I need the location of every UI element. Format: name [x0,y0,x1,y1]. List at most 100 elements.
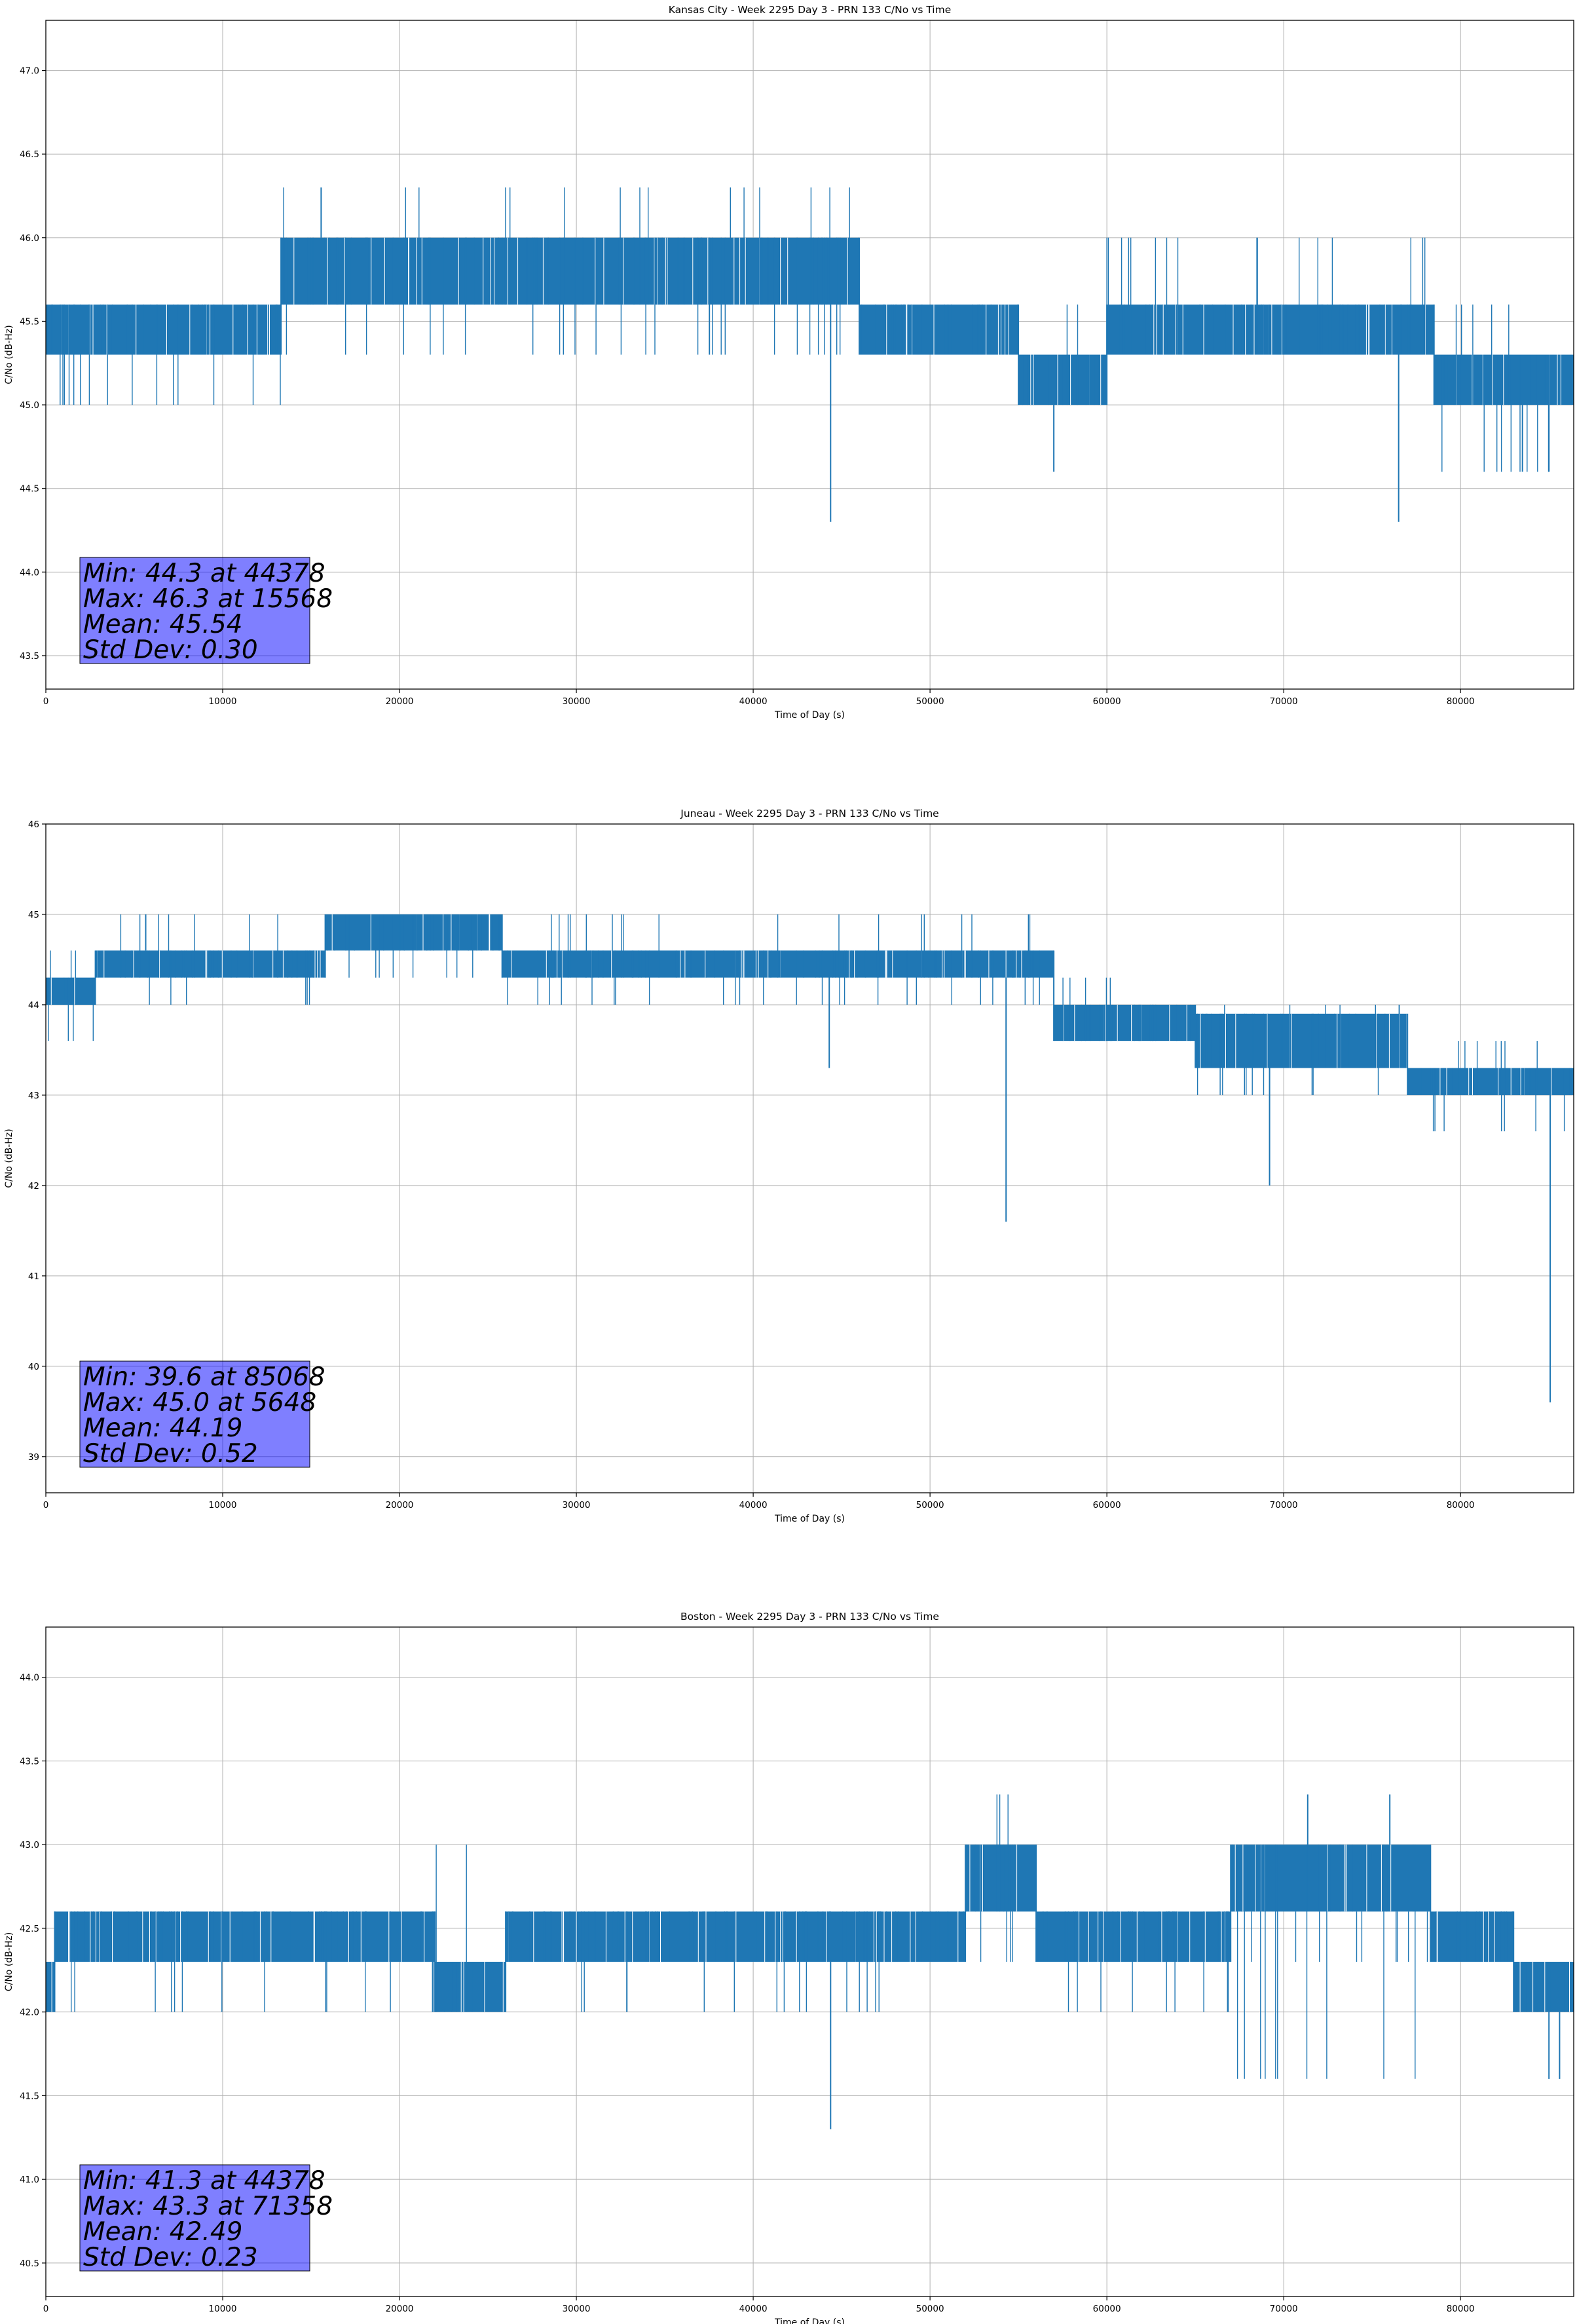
chart-2-band-segment [1054,1004,1196,1041]
chart-2-spikes [1197,1004,1400,1095]
chart-1-x-tick-label: 40000 [739,696,768,707]
chart-2-stats-box-bg [79,1360,310,1468]
chart-3-spikes [1043,1911,1229,2012]
chart-1-band-gaps [60,304,270,355]
chart-2-x-tick-label: 60000 [1093,1500,1121,1510]
chart-2-x-tick-label: 10000 [209,1500,237,1510]
chart-1-x-tick-label: 60000 [1093,696,1121,707]
chart-1-x-axis-label: Time of Day (s) [774,710,845,721]
chart-3-y-tick-label: 42.5 [20,1924,39,1934]
chart-3-x-tick-label: 10000 [209,2304,237,2314]
chart-3-x-axis-label: Time of Day (s) [774,2317,845,2324]
chart-2-x-tick-label: 80000 [1447,1500,1475,1510]
chart-1-spikes [283,187,859,355]
chart-2: 0 10000 20000 30000 40000 50000 60000 70000 8000… [4,808,1574,1524]
chart-3-y-tick-label: 43.0 [20,1840,39,1850]
chart-3-spikes [1232,1845,1428,2079]
chart-1-x-tick-label: 70000 [1270,696,1298,707]
chart-2-band-segment [46,977,96,1005]
chart-1-x-tick-label: 80000 [1447,696,1475,707]
chart-1-spikes [1441,304,1549,472]
chart-1-x-tick-label: 10000 [209,696,237,707]
chart-1-stats-line: Min: 44.3 at 44378 [83,559,325,588]
chart-1-y-tick-label: 43.5 [20,651,39,662]
chart-1-series-line [46,187,1574,522]
chart-2-title: Juneau - Week 2295 Day 3 - PRN 133 C/No … [680,808,938,819]
chart-1-y-tick-label: 46.5 [20,149,39,160]
chart-3-y-tick-label: 41.0 [20,2175,39,2185]
chart-1-axes-frame [45,20,1574,690]
chart-1-band-gaps [1030,354,1102,405]
chart-3-spikes [436,1845,506,2012]
chart-2-stats-line: Min: 39.6 at 85068 [83,1362,325,1392]
chart-1-y-tick-label: 45.5 [20,316,39,327]
chart-3-spikes [1515,1962,1573,2012]
chart-3-y-axis-label: C/No (dB-Hz) [4,1932,14,1991]
chart-1-title: Kansas City - Week 2295 Day 3 - PRN 133 … [669,4,952,16]
chart-3-band-gaps [1436,1911,1495,1962]
chart-2-y-tick-label: 43 [28,1091,39,1101]
chart-3-x-tick-label: 60000 [1093,2304,1121,2314]
chart-3-band-gaps [1079,1911,1225,1962]
chart-2-x-tick-label: 40000 [739,1500,768,1510]
chart-3-spikes [508,1911,964,2012]
chart-3-x-tick-label: 40000 [739,2304,768,2314]
chart-3-y-tick-label: 42.0 [20,2008,39,2018]
chart-3-axes-frame [45,1626,1574,2297]
chart-1-stats-line: Max: 46.3 at 15568 [83,584,333,614]
chart-2-spikes [1062,977,1191,1041]
chart-2-axes-frame [45,823,1574,1493]
chart-1-x-tick-label: 30000 [563,696,591,707]
chart-2-y-tick-label: 41 [28,1271,39,1282]
chart-3-stats-line: Max: 43.3 at 71358 [83,2192,333,2221]
chart-2-spikes [1420,1041,1570,1132]
chart-1-band-gaps [886,304,1009,355]
chart-2-x-tick-label: 0 [43,1500,49,1510]
chart-1-band-segment [281,237,860,305]
chart-1-y-tick-label: 45.0 [20,400,39,411]
chart-2-y-tick-label: 44 [28,1000,39,1011]
chart-3-band-gaps [460,1962,504,2012]
chart-3-y-tick-label: 44.0 [20,1673,39,1683]
chart-1-x-tick-label: 0 [43,696,49,707]
chart-3-band-segment [965,1845,1037,1912]
chart-2-stats-line: Max: 45.0 at 5648 [83,1388,316,1417]
chart-2-x-tick-label: 30000 [563,1500,591,1510]
chart-1-transitions [280,237,1435,405]
chart-3-transitions [54,1845,1515,2012]
chart-3-x-tick-label: 30000 [563,2304,591,2314]
chart-1-band-segment [46,304,282,355]
chart-1-x-tick-label: 50000 [916,696,944,707]
chart-2-y-tick-label: 39 [28,1452,39,1463]
chart-3-spikes [71,1911,434,2012]
chart-3-stats-line: Std Dev: 0.23 [83,2243,258,2272]
chart-1-band-segment [1434,354,1574,405]
chart-2-x-axis-label: Time of Day (s) [774,1514,845,1524]
chart-3-y-tick-label: 43.5 [20,1756,39,1767]
chart-1-spikes [1018,304,1100,405]
chart-3-x-tick-label: 50000 [916,2304,944,2314]
chart-2-spikes [507,914,1040,1005]
chart-1-x-tick-label: 20000 [386,696,414,707]
chart-2-band-segment [325,914,502,951]
chart-2-spikes [327,914,500,978]
chart-3-spikes [966,1794,1015,1962]
chart-3-band-segment [54,1911,436,1962]
chart-3-x-tick-label: 80000 [1447,2304,1475,2314]
chart-1-y-axis-label: C/No (dB-Hz) [4,325,14,384]
chart-3-y-tick-label: 40.5 [20,2258,39,2269]
chart-2-y-tick-label: 40 [28,1362,39,1372]
chart-1-stats-line: Std Dev: 0.30 [83,635,258,665]
chart-2-series-line [46,914,1574,1403]
chart-3-band-gaps [1519,1962,1570,2012]
chart-3-x-tick-label: 0 [43,2304,49,2314]
chart-1-spikes [861,304,1018,355]
chart-3-band-gaps [68,1911,425,1962]
chart-2-transitions [94,914,1409,1095]
chart-2-x-tick-label: 50000 [916,1500,944,1510]
chart-2-y-axis-label: C/No (dB-Hz) [4,1129,14,1188]
